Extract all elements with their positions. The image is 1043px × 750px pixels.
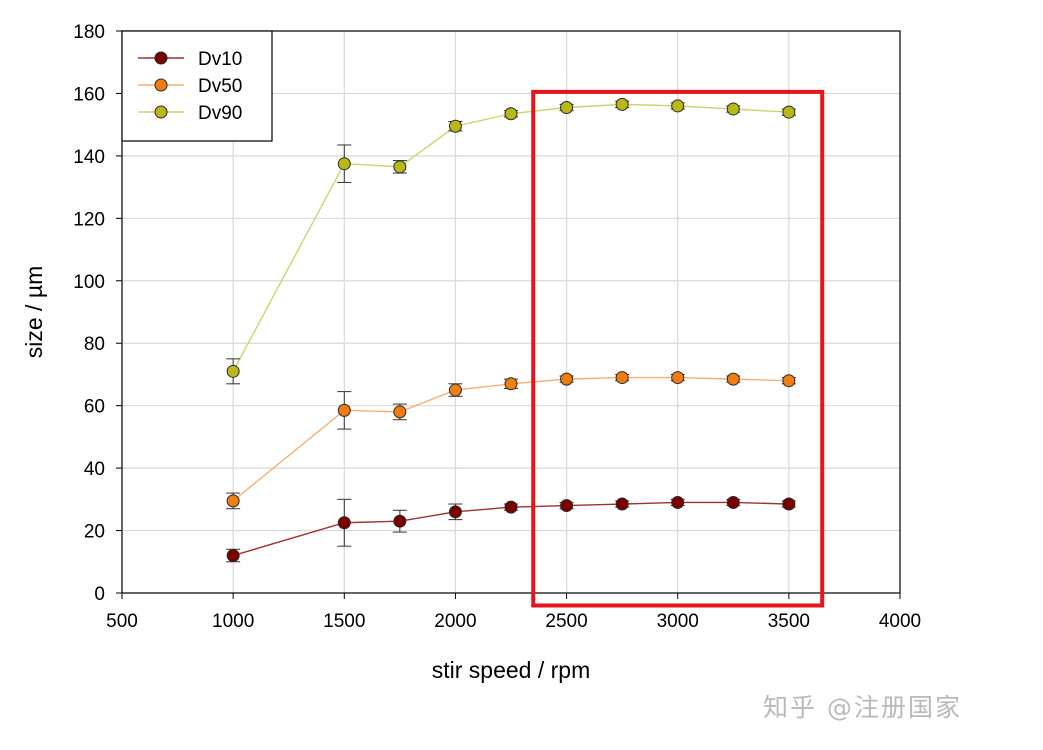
data-point-Dv90	[504, 107, 518, 121]
y-tick-label: 140	[73, 147, 105, 168]
y-axis-title: size / µm	[21, 266, 47, 358]
data-point-Dv90	[726, 102, 740, 116]
series-line-Dv90	[232, 103, 789, 372]
highlight-box	[531, 89, 825, 608]
data-point-Dv50	[448, 383, 462, 397]
legend-label-Dv50: Dv50	[198, 76, 242, 97]
data-point-Dv50	[337, 403, 351, 417]
data-point-Dv10	[782, 497, 796, 511]
legend-marker-Dv90	[154, 105, 168, 119]
series-group	[226, 97, 796, 563]
plot-frame	[121, 30, 901, 594]
data-point-Dv10	[393, 514, 407, 528]
data-point-Dv90	[337, 157, 351, 171]
data-point-Dv50	[782, 374, 796, 388]
legend-box	[121, 30, 273, 142]
data-point-Dv90	[615, 97, 629, 111]
data-point-Dv50	[393, 405, 407, 419]
y-tick-label: 40	[84, 459, 105, 480]
data-point-Dv90	[393, 160, 407, 174]
x-tick-label: 3500	[768, 611, 810, 632]
legend: Dv10 Dv50 Dv90	[121, 30, 273, 142]
x-tick-label: 2000	[434, 611, 476, 632]
data-point-Dv10	[504, 500, 518, 514]
data-point-Dv90	[782, 105, 796, 119]
data-point-Dv90	[671, 99, 685, 113]
data-point-Dv10	[448, 505, 462, 519]
y-tick-label: 0	[94, 584, 105, 605]
legend-marker-Dv10	[154, 51, 168, 65]
legend-label-Dv10: Dv10	[198, 49, 242, 70]
data-point-Dv90	[226, 364, 240, 378]
data-point-Dv10	[226, 549, 240, 563]
series-line-Dv50	[232, 376, 789, 502]
y-tick-label: 120	[73, 209, 105, 230]
x-tick-label: 3000	[657, 611, 699, 632]
data-point-Dv10	[615, 497, 629, 511]
data-point-Dv10	[337, 516, 351, 530]
highlight-rectangle	[531, 89, 825, 608]
legend-label-Dv90: Dv90	[198, 103, 242, 124]
x-tick-label: 4000	[879, 611, 921, 632]
x-tick-label: 2500	[545, 611, 587, 632]
data-point-Dv10	[560, 499, 574, 513]
series-line-Dv10	[232, 501, 789, 557]
data-point-Dv50	[560, 372, 574, 386]
y-tick-label: 160	[73, 84, 105, 105]
data-point-Dv50	[671, 371, 685, 385]
data-point-Dv50	[504, 377, 518, 391]
axes: 500 1000 1500 2000 2500 3000 3500 4000 0 20 40 60 80…	[73, 22, 921, 632]
data-point-Dv50	[726, 372, 740, 386]
watermark-text: 知乎 @注册国家	[763, 693, 962, 722]
data-point-Dv90	[448, 119, 462, 133]
y-tick-label: 180	[73, 22, 105, 43]
data-point-Dv10	[726, 495, 740, 509]
data-point-Dv90	[560, 100, 574, 114]
legend-marker-Dv50	[154, 78, 168, 92]
data-point-Dv50	[615, 371, 629, 385]
x-axis-title: stir speed / rpm	[432, 657, 591, 683]
y-tick-label: 20	[84, 522, 105, 543]
x-tick-label: 1000	[212, 611, 254, 632]
y-tick-label: 100	[73, 272, 105, 293]
data-point-Dv10	[671, 495, 685, 509]
x-tick-label: 500	[106, 611, 138, 632]
data-point-Dv50	[226, 494, 240, 508]
y-tick-label: 80	[84, 334, 105, 355]
x-tick-label: 1500	[323, 611, 365, 632]
y-tick-label: 60	[84, 397, 105, 418]
